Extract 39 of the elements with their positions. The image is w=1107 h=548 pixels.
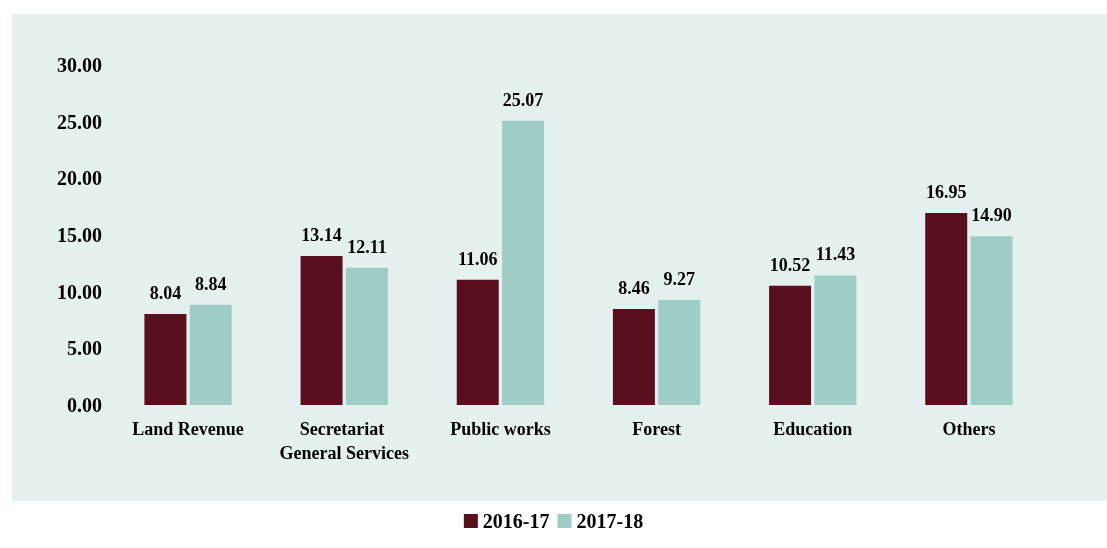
x-tick-label: Secretariat General Services (279, 419, 409, 463)
y-tick-label: 20.00 (57, 167, 102, 190)
text: 11.43 (815, 244, 856, 265)
bar (502, 120, 545, 405)
x-tick-label: Public works (450, 419, 551, 439)
text: 8.04 (149, 282, 182, 303)
x-tick-label: Forest (632, 419, 681, 439)
text: 16.95 (925, 181, 967, 202)
bar (970, 236, 1013, 405)
text: 11.06 (457, 248, 498, 269)
text: 25.07 (502, 89, 544, 110)
text: 13.14 (301, 225, 342, 246)
x-tick-label: Education (773, 419, 853, 439)
bar (300, 256, 343, 405)
x-tick-label: Others (942, 419, 996, 439)
bar (189, 304, 232, 405)
x-tick-label: Land Revenue (132, 419, 244, 439)
text: 14.90 (971, 205, 1012, 226)
bar (144, 313, 187, 405)
bar (925, 212, 968, 405)
text: 9.27 (663, 268, 696, 289)
bar (769, 285, 812, 405)
text: 8.46 (618, 278, 650, 299)
bar (658, 299, 701, 405)
y-tick-label: 10.00 (57, 280, 102, 303)
legend-label: 2017-18 (576, 510, 644, 532)
bar (456, 279, 499, 405)
bar (612, 309, 655, 405)
text: 10.52 (769, 254, 811, 275)
legend-label: 2016-17 (482, 510, 550, 532)
y-tick-label: 5.00 (67, 337, 102, 360)
text: 8.84 (195, 273, 227, 294)
y-tick-label: 30.00 (57, 54, 102, 76)
bar (345, 267, 388, 405)
text: 12.11 (347, 236, 387, 257)
y-tick-label: 0.00 (67, 394, 102, 416)
y-tick-label: 15.00 (57, 224, 102, 246)
y-tick-label: 25.00 (57, 110, 102, 133)
bar (814, 275, 857, 405)
